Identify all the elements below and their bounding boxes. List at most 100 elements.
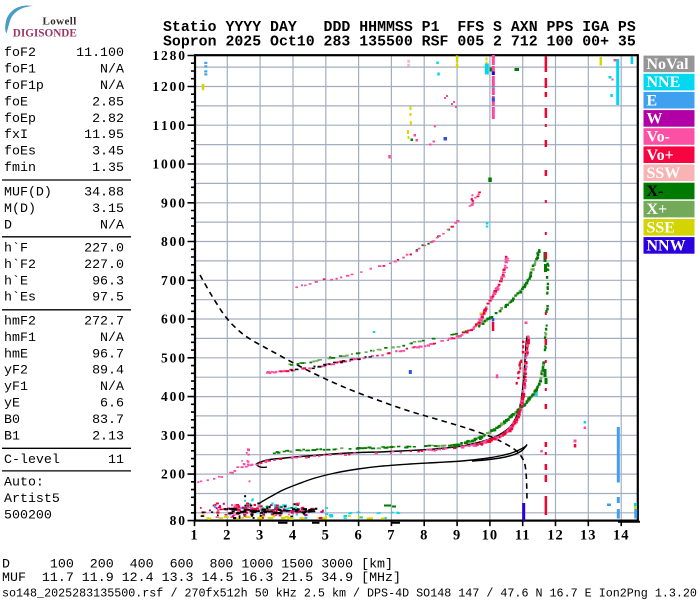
svg-text:13: 13 <box>580 528 597 544</box>
svg-text:Vo+: Vo+ <box>647 147 674 164</box>
svg-text:270fx512h: 270fx512h <box>185 587 248 600</box>
svg-text:7: 7 <box>387 528 395 544</box>
svg-text:[MHz]: [MHz] <box>361 570 401 585</box>
svg-text:2.5: 2.5 <box>304 587 325 600</box>
svg-text:712: 712 <box>511 35 538 51</box>
svg-text:M(D): M(D) <box>4 201 36 216</box>
svg-text:8: 8 <box>170 48 179 63</box>
svg-text:21.5: 21.5 <box>281 570 313 585</box>
svg-text:0: 0 <box>178 312 187 327</box>
svg-text:2025: 2025 <box>225 35 261 51</box>
svg-text:YYYY: YYYY <box>225 20 261 36</box>
svg-text:100: 100 <box>50 557 74 572</box>
svg-text:SSW: SSW <box>647 165 681 182</box>
svg-text:0: 0 <box>170 79 179 94</box>
svg-text:11: 11 <box>515 528 531 544</box>
svg-text:N/A: N/A <box>100 62 124 77</box>
svg-text:47.6: 47.6 <box>500 587 528 600</box>
svg-text:X-: X- <box>647 183 664 200</box>
svg-text:1500: 1500 <box>281 557 313 572</box>
svg-text:0: 0 <box>170 273 179 288</box>
svg-text:km: km <box>332 587 346 600</box>
svg-text:14: 14 <box>613 528 630 544</box>
svg-text:0: 0 <box>178 467 187 482</box>
svg-text:9: 9 <box>453 528 461 544</box>
svg-text:0: 0 <box>178 118 187 133</box>
svg-text:C-level: C-level <box>4 452 60 467</box>
svg-text:foEs: foEs <box>4 144 36 159</box>
svg-text:AXN: AXN <box>511 20 538 36</box>
svg-text:147: 147 <box>458 587 479 600</box>
svg-text:16.7: 16.7 <box>550 587 578 600</box>
svg-text:hmE: hmE <box>4 346 28 361</box>
svg-text:h`E: h`E <box>4 273 28 288</box>
svg-text:5: 5 <box>161 350 170 365</box>
svg-text:10: 10 <box>482 528 499 544</box>
svg-text:800: 800 <box>209 557 233 572</box>
svg-text:272.7: 272.7 <box>84 314 124 329</box>
svg-text:9: 9 <box>161 195 170 210</box>
svg-text:0: 0 <box>178 79 187 94</box>
svg-text:7: 7 <box>161 273 170 288</box>
svg-text:8: 8 <box>161 234 170 249</box>
svg-text:3.15: 3.15 <box>92 201 124 216</box>
svg-text:2.85: 2.85 <box>92 94 124 109</box>
svg-text:0: 0 <box>178 273 187 288</box>
svg-text:1.35: 1.35 <box>92 160 124 175</box>
svg-text:N/A: N/A <box>100 78 124 93</box>
svg-text:W: W <box>647 111 663 128</box>
svg-text:34.88: 34.88 <box>84 185 124 200</box>
svg-text:yE: yE <box>4 396 20 411</box>
svg-text:RSF: RSF <box>422 35 449 51</box>
svg-text:DDD: DDD <box>324 20 351 36</box>
svg-text:1: 1 <box>152 79 161 94</box>
svg-text:IGA: IGA <box>582 20 609 36</box>
svg-text:6: 6 <box>161 312 170 327</box>
svg-text:4: 4 <box>161 389 170 404</box>
svg-text:5: 5 <box>322 528 330 544</box>
svg-text:2.13: 2.13 <box>92 428 124 443</box>
svg-text:Vo-: Vo- <box>647 129 670 146</box>
svg-text:12.4: 12.4 <box>122 570 154 585</box>
svg-text:400: 400 <box>130 557 154 572</box>
svg-text:2: 2 <box>161 79 170 94</box>
svg-text:227.0: 227.0 <box>84 241 124 256</box>
svg-text:97.5: 97.5 <box>92 290 124 305</box>
svg-text:kHz: kHz <box>276 587 297 600</box>
svg-text:1000: 1000 <box>241 557 273 572</box>
svg-text:foF1: foF1 <box>4 62 36 77</box>
svg-text:MUF: MUF <box>2 570 26 585</box>
svg-text:11: 11 <box>108 452 124 467</box>
svg-text:so148_2025283135500.rsf: so148_2025283135500.rsf <box>2 587 163 600</box>
svg-text:600: 600 <box>170 557 194 572</box>
svg-text:96.3: 96.3 <box>92 273 124 288</box>
svg-text:N: N <box>536 587 543 600</box>
svg-text:[km]: [km] <box>361 557 393 572</box>
svg-text:12: 12 <box>547 528 564 544</box>
svg-text:3: 3 <box>256 528 264 544</box>
svg-text:foEp: foEp <box>4 111 36 126</box>
svg-text:HHMMSS: HHMMSS <box>359 20 413 36</box>
svg-text:N/A: N/A <box>100 330 124 345</box>
svg-text:PS: PS <box>618 20 636 36</box>
svg-text:hmF1: hmF1 <box>4 330 36 345</box>
svg-text:1: 1 <box>152 157 161 172</box>
svg-text:FFS: FFS <box>457 20 484 36</box>
svg-text:100: 100 <box>547 35 574 51</box>
svg-text:0: 0 <box>178 428 187 443</box>
svg-text:227.0: 227.0 <box>84 257 124 272</box>
svg-text:3.45: 3.45 <box>92 144 124 159</box>
svg-text:11.100: 11.100 <box>76 45 124 60</box>
svg-text:N/A: N/A <box>100 379 124 394</box>
svg-text:0: 0 <box>170 195 179 210</box>
svg-text:foE: foE <box>4 94 28 109</box>
svg-text:/: / <box>170 587 177 600</box>
svg-text:fmin: fmin <box>4 160 36 175</box>
svg-text:16.3: 16.3 <box>241 570 273 585</box>
svg-text:E: E <box>647 92 658 109</box>
svg-text:0: 0 <box>170 428 179 443</box>
svg-text:11.7: 11.7 <box>42 570 74 585</box>
svg-text:200: 200 <box>90 557 114 572</box>
svg-text:Artist5: Artist5 <box>4 491 60 506</box>
svg-text:SO148: SO148 <box>416 587 451 600</box>
